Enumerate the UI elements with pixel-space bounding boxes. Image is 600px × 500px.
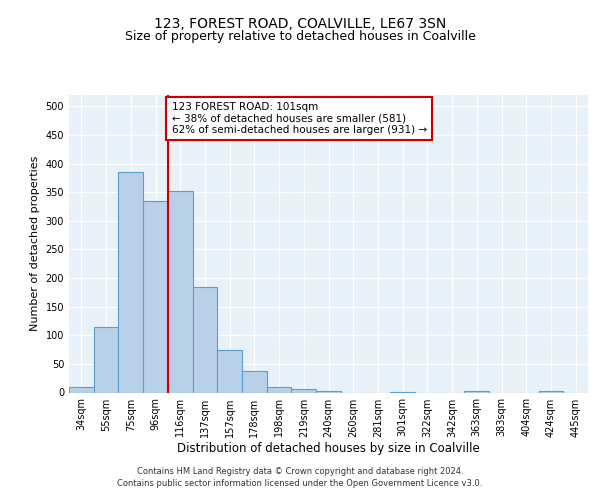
Bar	[69, 387, 94, 392]
Bar	[292, 389, 316, 392]
Bar	[242, 372, 267, 392]
Bar	[217, 350, 242, 393]
Y-axis label: Number of detached properties: Number of detached properties	[30, 156, 40, 332]
Bar	[267, 387, 292, 392]
Text: Contains HM Land Registry data © Crown copyright and database right 2024.
Contai: Contains HM Land Registry data © Crown c…	[118, 466, 482, 487]
Bar	[118, 172, 143, 392]
Text: 123 FOREST ROAD: 101sqm
← 38% of detached houses are smaller (581)
62% of semi-d: 123 FOREST ROAD: 101sqm ← 38% of detache…	[172, 102, 427, 135]
Bar	[464, 391, 489, 392]
Text: 123, FOREST ROAD, COALVILLE, LE67 3SN: 123, FOREST ROAD, COALVILLE, LE67 3SN	[154, 18, 446, 32]
Bar	[94, 326, 118, 392]
X-axis label: Distribution of detached houses by size in Coalville: Distribution of detached houses by size …	[177, 442, 480, 456]
Bar	[193, 286, 217, 393]
Bar	[143, 201, 168, 392]
Text: Size of property relative to detached houses in Coalville: Size of property relative to detached ho…	[125, 30, 475, 43]
Bar	[168, 190, 193, 392]
